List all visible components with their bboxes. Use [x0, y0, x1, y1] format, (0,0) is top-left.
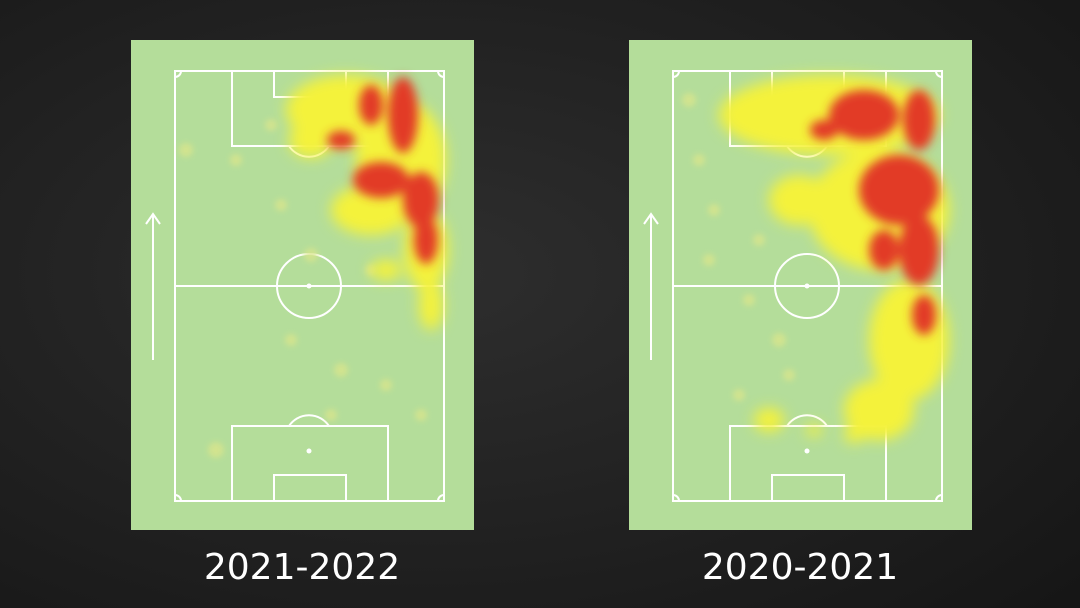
pitch-panel: [628, 39, 973, 531]
season-label: 2020-2021: [702, 547, 898, 588]
pitch-panel: [130, 39, 475, 531]
season-label: 2021-2022: [204, 547, 400, 588]
